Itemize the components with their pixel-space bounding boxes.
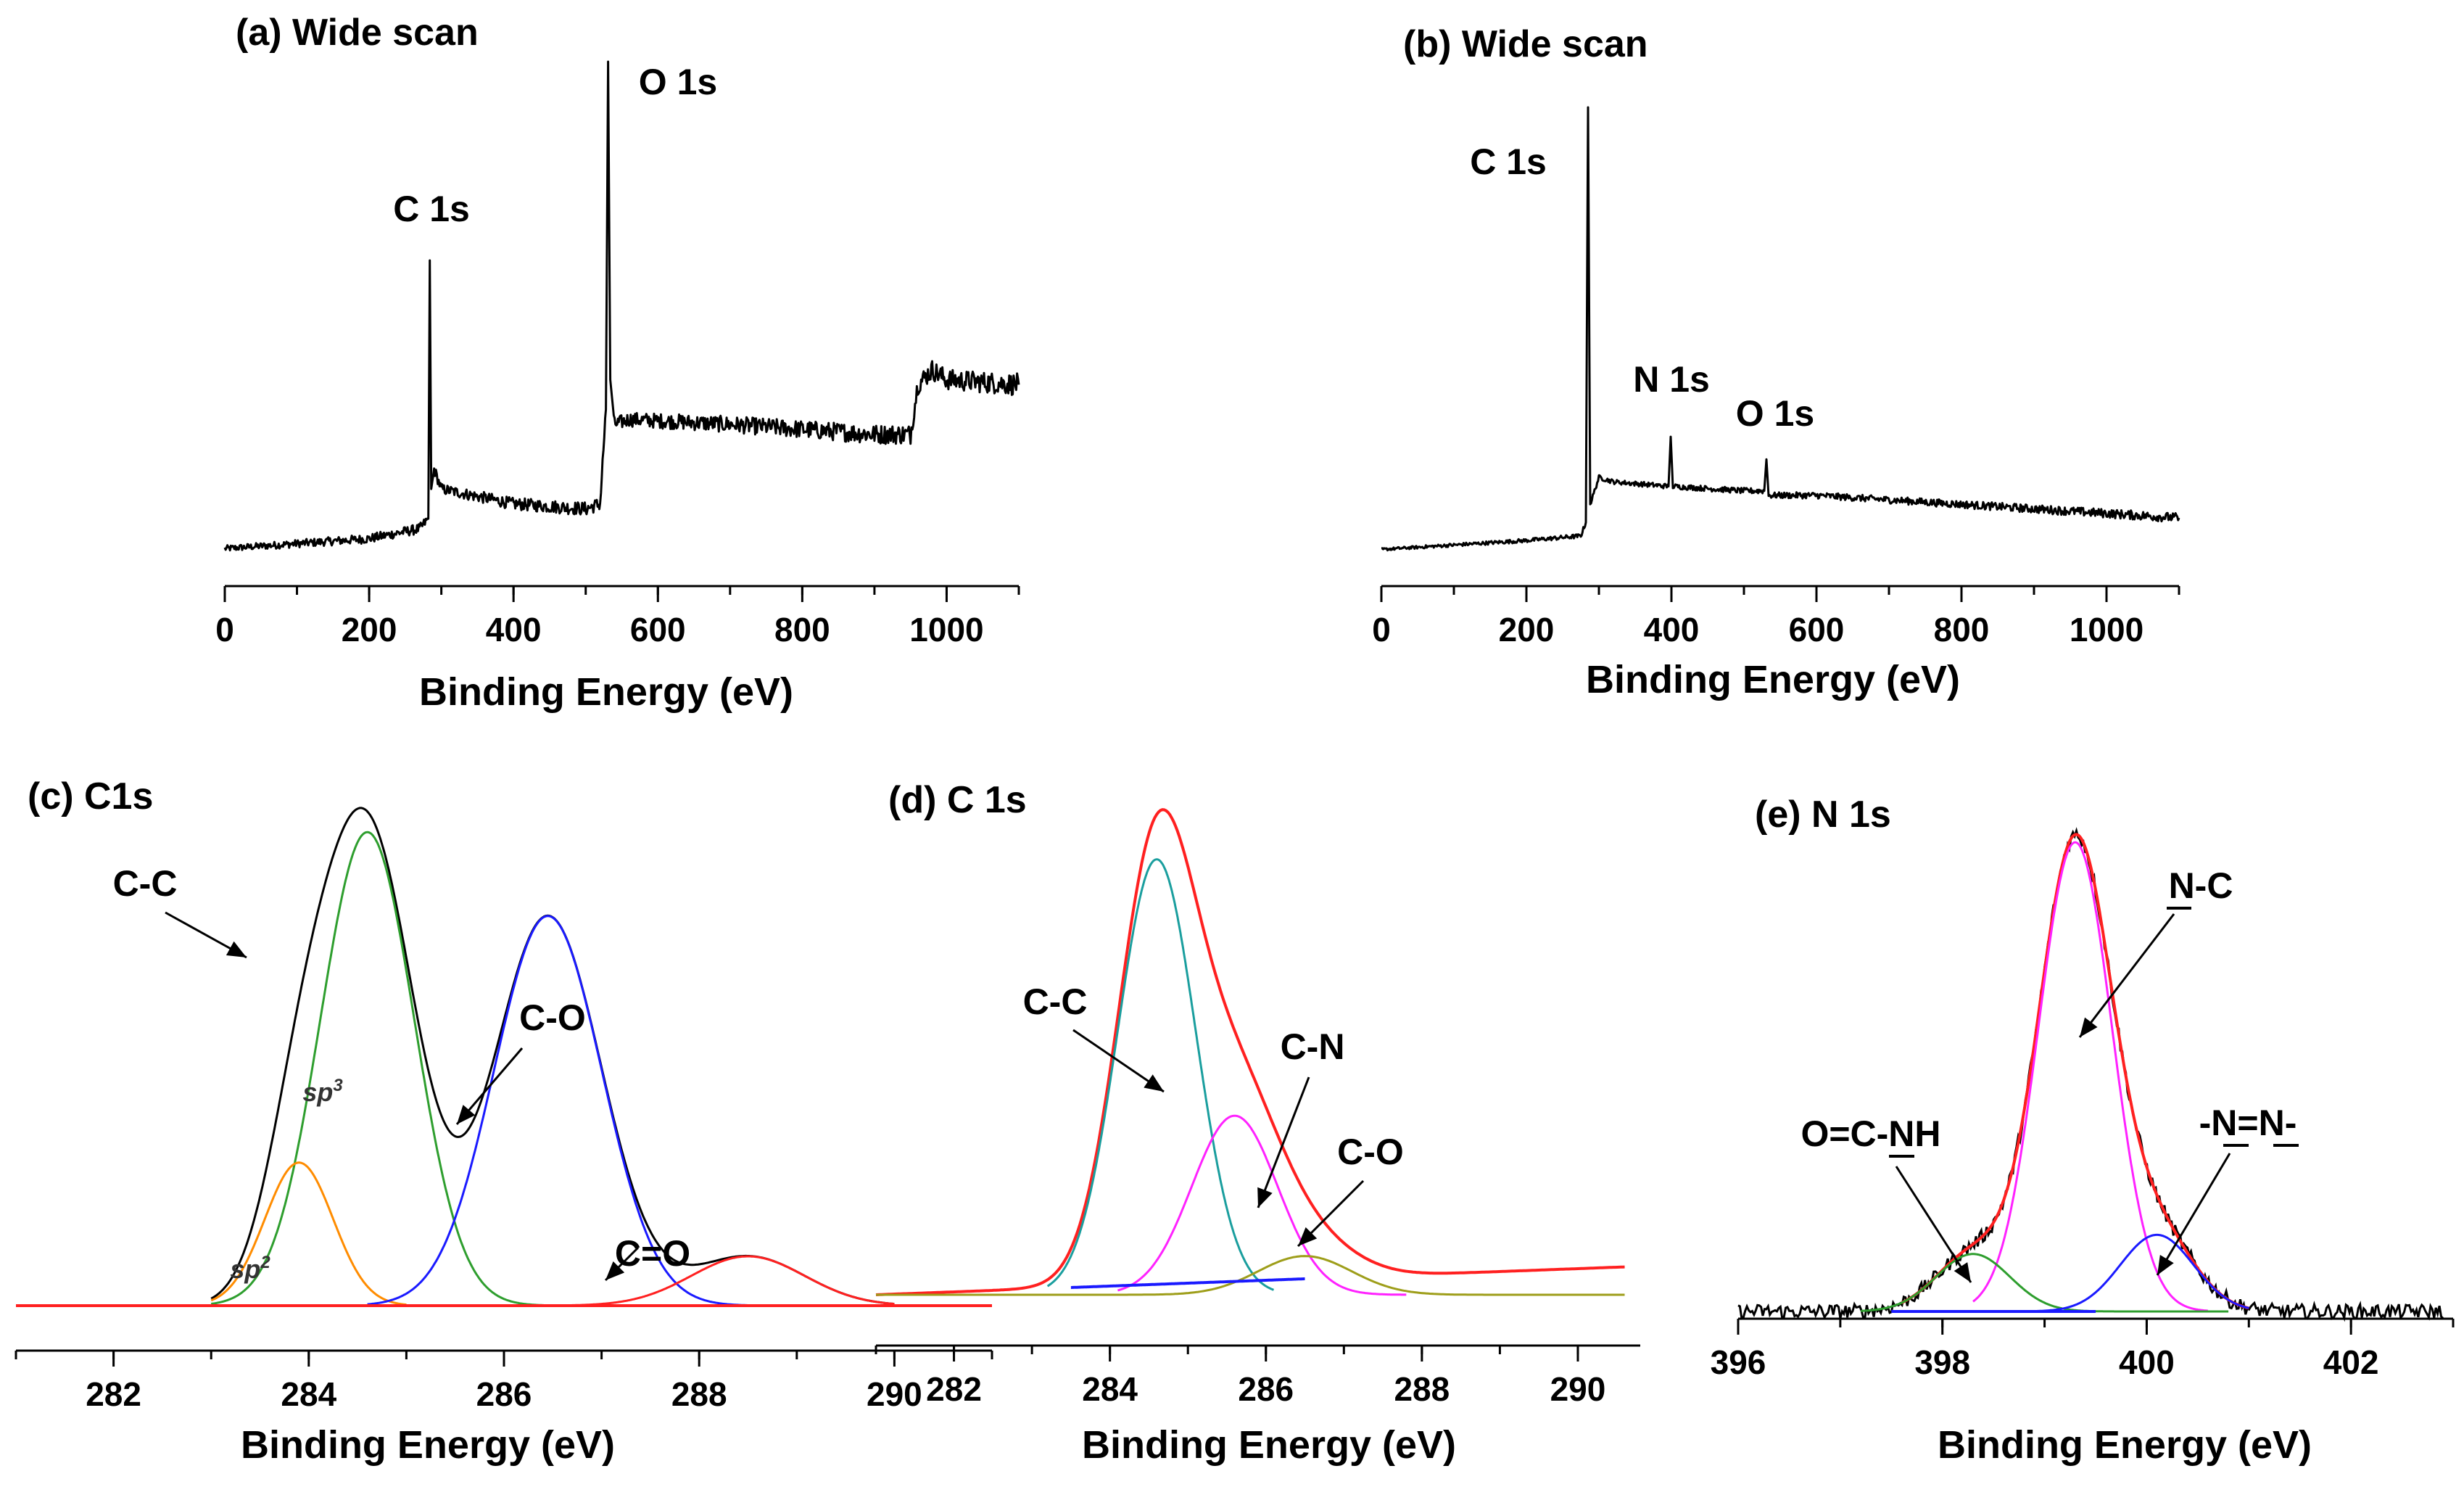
panel-a-tick-label: 600 [630,611,686,648]
panel-e-xlabel: Binding Energy (eV) [1938,1423,2312,1467]
panel-a-title: (a) Wide scan [236,12,479,54]
panel-b-tick-label: 200 [1499,611,1555,648]
panel-e-arrow-n-c [2078,913,2175,1038]
panel-d-arrow-c-o [1297,1179,1365,1248]
panel-a-xlabel: Binding Energy (eV) [419,670,793,714]
panel-d: (d) C 1s Binding Energy (eV) [888,779,1456,1467]
panel-e: (e) N 1s Binding Energy (eV) [1755,794,2312,1467]
panel-e-tick-label: 396 [1711,1343,1766,1381]
panel-b-peak-label-n1s: N 1s [1633,359,1710,400]
panel-b-tick-label: 400 [1644,611,1700,648]
panel-c-arrow-c-c-head [226,941,247,957]
panel-a: (a) Wide scan Binding Energy (eV) [236,12,793,714]
panel-e-title: (e) N 1s [1755,794,1891,836]
panel-e-label-o-c-nh: O=C-NH [1801,1113,1940,1154]
panel-c-label-sp3-sup: 3 [333,1076,343,1095]
panel-c-series-sp3 [210,831,563,1307]
panel-e-series--n-n- [1983,1233,2249,1313]
panel-c-arrow-c-o-head [457,1105,476,1124]
panel-c-tick-label: 282 [86,1375,141,1413]
panel-e-arrow-n-c-shaft [2078,913,2175,1038]
panel-e-series-fit [1901,833,2249,1310]
panel-d-series-c-o [876,1255,1625,1296]
panel-c-xlabel: Binding Energy (eV) [241,1423,615,1467]
panel-c-arrow-c-o [455,1047,524,1125]
panel-e-series-envelope [1737,827,2444,1322]
panel-c-arrow-c-eq-o-head [605,1261,625,1280]
panel-b-tick-label: 800 [1934,611,1990,648]
panel-c-arrow-c-c [165,911,247,959]
panel-c-tick-label: 288 [671,1375,727,1413]
panel-c-tick-label: 286 [476,1375,532,1413]
panel-e-series-o-c-nh [1860,1253,2229,1313]
panel-c-tick-label: 290 [867,1375,922,1413]
panel-d-label-c-o: C-O [1337,1132,1404,1172]
panel-e-series-n-c [1972,841,2208,1312]
panel-e-arrow-n-eq-n [2156,1153,2231,1276]
panel-c-label-c-c: C-C [113,863,178,904]
panel-d-arrow-c-c [1072,1029,1165,1093]
panel-d-arrow-c-o-head [1298,1227,1318,1246]
panel-d-series-c-n [1117,1114,1407,1296]
panel-a-peak-label-c1s: C 1s [393,189,470,229]
panel-c-label-sp2: sp2 [230,1253,270,1284]
panel-d-arrow-c-n-shaft [1257,1076,1310,1208]
panel-d-tick-label: 290 [1550,1370,1606,1408]
panel-e-tick-label: 400 [2119,1343,2175,1381]
panel-c-label-c-eq-o: C=O [615,1233,690,1274]
panel-d-label-c-c: C-C [1023,981,1088,1022]
panel-d-tick-label: 286 [1238,1370,1294,1408]
panel-c-tick-label: 284 [281,1375,336,1413]
panel-b-title: (b) Wide scan [1403,23,1648,65]
panel-b-tick-label: 0 [1372,611,1391,648]
panel-c-label-sp2-sup: 2 [260,1253,270,1272]
panel-d-tick-label: 282 [926,1370,982,1408]
panel-d-series-baseline [1070,1277,1305,1289]
panel-d-tick-label: 284 [1082,1370,1138,1408]
panel-d-xlabel: Binding Energy (eV) [1082,1423,1456,1467]
panel-d-series-c-c [1046,858,1275,1291]
panel-c-title: (c) C1s [28,775,153,817]
panel-b-peak-label-o1s: O 1s [1736,393,1814,434]
panel-a-tick-label: 200 [342,611,397,648]
panel-b-peak-label-c1s: C 1s [1470,141,1547,182]
panel-c-series-sp2 [210,1161,407,1306]
panel-b-tick-label: 1000 [2070,611,2143,648]
panel-c-series-c-o [553,1255,895,1307]
panel-e-tick-label: 398 [1914,1343,1970,1381]
panel-a-series-wide-scan [223,60,1020,552]
panel-d-title: (d) C 1s [888,779,1027,821]
panel-e-label-n-c: N-C [2169,865,2233,906]
panel-d-label-c-n: C-N [1281,1026,1345,1067]
panel-d-arrow-c-n [1257,1076,1310,1208]
panel-d-arrow-c-n-head [1257,1187,1273,1208]
panel-c: (c) C1s Binding Energy (eV) [28,775,615,1467]
panel-c-series-c-o [367,915,777,1307]
panel-d-series-fit [875,808,1625,1296]
panel-c-label-sp3: sp3 [302,1076,343,1107]
panel-e-arrow-n-eq-n-shaft [2156,1153,2231,1276]
panel-e-arrow-o-c-nh [1895,1166,1972,1283]
panel-a-peak-label-o1s: O 1s [639,62,717,102]
panel-d-arrow-c-c-head [1144,1074,1164,1092]
panel-a-tick-label: 800 [774,611,830,648]
panel-c-arrow-c-eq-o [604,1246,640,1282]
panel-e-arrow-n-eq-n-head [2157,1255,2174,1275]
panel-d-tick-label: 288 [1394,1370,1450,1408]
panel-e-arrow-n-c-head [2080,1017,2098,1037]
panel-e-label-n-eq-n: -N=N- [2199,1103,2297,1143]
panel-a-tick-label: 0 [215,611,234,648]
panel-a-tick-label: 400 [486,611,542,648]
panel-b-tick-label: 600 [1789,611,1845,648]
panel-b-xlabel: Binding Energy (eV) [1586,658,1960,701]
panel-b: (b) Wide scan Binding Energy (eV) [1403,23,1960,701]
panel-d-series-envelope [875,808,1625,1296]
panel-b-series-wide-scan [1381,106,2180,552]
panel-a-tick-label: 1000 [909,611,983,648]
panel-e-arrow-o-c-nh-shaft [1895,1166,1972,1283]
panel-c-label-c-o: C-O [519,997,586,1038]
panel-e-tick-label: 402 [2323,1343,2379,1381]
panel-e-arrow-o-c-nh-head [1954,1262,1971,1282]
